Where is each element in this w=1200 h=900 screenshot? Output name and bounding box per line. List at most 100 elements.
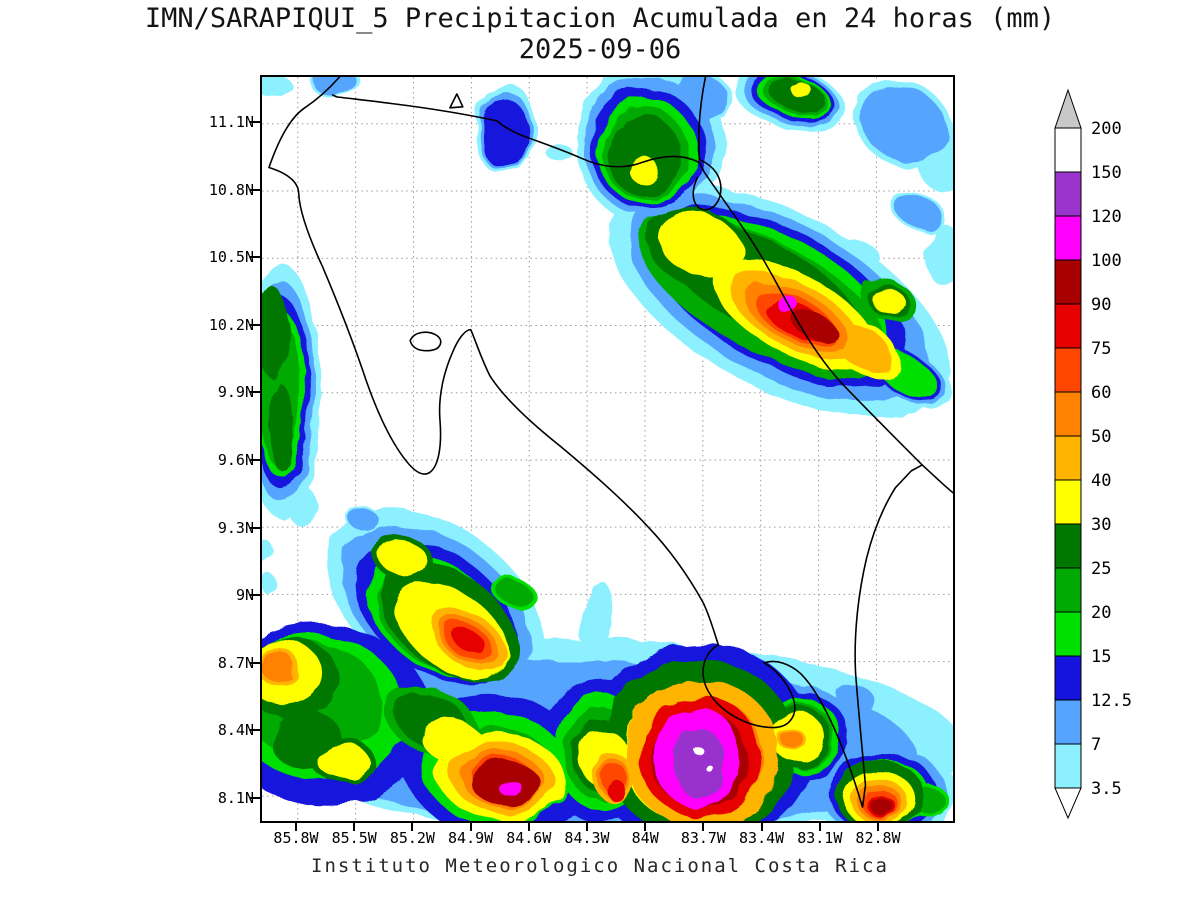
lon-tick-mark [527,823,530,831]
lon-tick-label: 85.5W [331,829,377,847]
lon-tick-mark [760,823,763,831]
lat-tick-mark [250,594,260,597]
lat-tick-label: 9.3N [217,518,254,537]
small-island-outline [449,93,464,109]
colorbar-top-arrow [1054,88,1082,129]
level-group-14 [692,745,713,771]
lon-tick-label: 85.2W [389,829,435,847]
lat-tick-label: 9.9N [217,383,254,402]
lon-tick-mark [469,823,472,831]
precip-cell [286,485,317,526]
lat-tick-mark [250,661,260,664]
precip-cell [262,575,278,596]
colorbar-segment [1054,523,1082,569]
colorbar-label: 120 [1091,207,1122,227]
colorbar-segment [1054,567,1082,613]
lat-tick-mark [250,526,260,529]
chart-title: IMN/SARAPIQUI_5 Precipitacion Acumulada … [144,3,1056,34]
precip-cell [262,539,273,564]
lat-tick-mark [250,256,260,259]
colorbar-label: 40 [1091,471,1111,491]
precip-cell [704,764,713,771]
precip-cell [790,81,811,98]
colorbar-label: 100 [1091,251,1122,271]
colorbar-segment [1054,215,1082,261]
precip-cell [692,745,703,754]
colorbar-segment [1054,347,1082,393]
precip-cell [262,286,288,379]
precip-cell [454,629,487,657]
lon-tick-mark [411,823,414,831]
lat-tick-mark [250,797,260,799]
colorbar-label: 15 [1091,647,1111,667]
level-group-13 [673,728,726,799]
small-lake-outline [409,331,442,352]
precip-cell [606,115,681,196]
lat-tick-label: 8.7N [217,653,254,672]
colorbar-segment [1054,171,1082,217]
precip-cell [833,682,876,715]
lat-tick-mark [250,323,260,326]
lon-tick-label: 83.4W [739,829,785,847]
colorbar-label: 7 [1091,735,1101,755]
colorbar-label: 200 [1091,119,1122,139]
colorbar-label: 60 [1091,383,1111,403]
precip-cell [780,730,804,749]
colorbar-segment [1054,259,1082,305]
lon-tick-label: 84.6W [506,829,552,847]
lon-tick-mark [295,823,297,831]
lat-tick-mark [250,391,260,394]
lon-tick-label: 83.7W [680,829,726,847]
lon-tick-mark [353,823,356,831]
lat-tick-label: 9.6N [217,451,254,469]
precip-cell [348,509,379,531]
colorbar-segment [1054,435,1082,481]
lat-tick-label: 8.4N [217,721,254,740]
colorbar-label: 90 [1091,295,1111,315]
nicaragua-caribbean-coastline [692,77,722,211]
chart-date-subtitle: 2025-09-06 [518,34,682,65]
colorbar-label: 12.5 [1091,691,1132,711]
lon-tick-label: 85.8W [273,829,319,847]
colorbar-segment [1054,303,1082,349]
colorbar-segment [1054,391,1082,437]
precip-cell [267,384,294,470]
map-plot-area [260,75,955,823]
colorbar-label: 150 [1091,163,1122,183]
precip-cell [312,77,358,95]
source-caption: Instituto Meteorologico Nacional Costa R… [311,855,889,877]
colorbar-label: 25 [1091,559,1111,579]
precip-cell [496,578,533,609]
lat-tick-mark [250,459,260,461]
lon-tick-mark [586,823,588,831]
colorbar-label: 75 [1091,339,1111,359]
precip-cell [605,777,623,800]
lon-tick-label: 82.8W [855,829,901,847]
precip-cell [376,537,426,576]
lon-tick-label: 84.9W [448,829,494,847]
lon-tick-mark [644,823,647,831]
lon-tick-label: 83.1W [797,829,843,847]
lat-tick-label: 10.5N [208,248,254,267]
precip-cell [860,85,947,163]
precip-cell [871,798,894,816]
precip-cell [869,287,907,315]
precip-cell [318,743,369,779]
lat-tick-mark [250,729,260,732]
colorbar-segment [1054,611,1082,657]
lat-tick-label: 8.1N [217,789,254,807]
precip-cell [626,157,659,182]
precip-cell [892,192,945,230]
lat-tick-mark [250,188,260,191]
lon-tick-mark [877,823,879,831]
precip-cell [926,227,953,287]
colorbar-segment [1054,743,1082,789]
coastline-layer [268,77,953,808]
colorbar: 200 150 120 100 90 75 60 50 40 30 25 20 15 12.5 7 3.5 [1054,88,1132,820]
lon-tick-label: 84W [631,829,659,847]
colorbar-bottom-arrow [1054,787,1082,820]
colorbar-label: 50 [1091,427,1111,447]
costa-rica-coastline [268,77,923,808]
precip-cell [832,324,893,372]
